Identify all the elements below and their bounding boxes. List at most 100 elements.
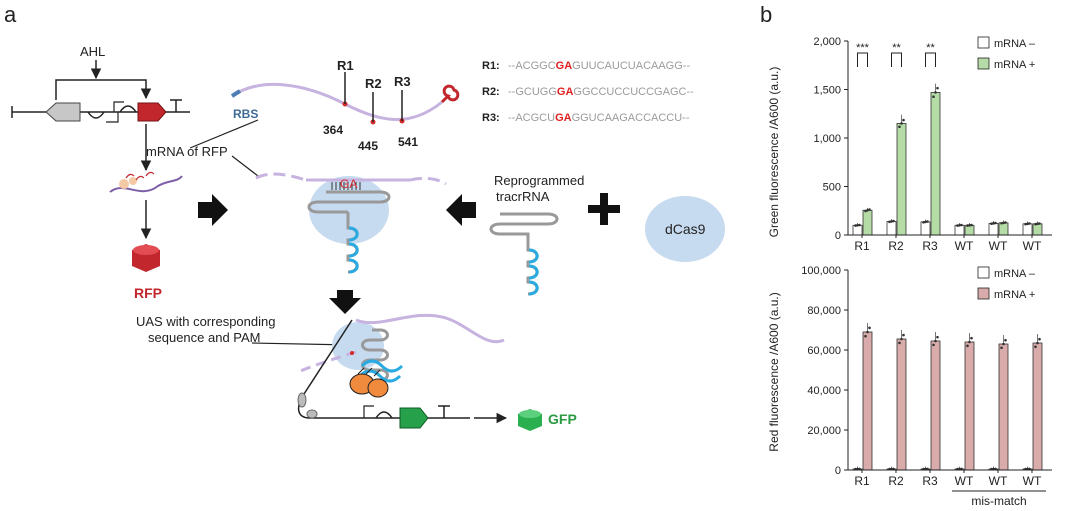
red-data-point (936, 335, 939, 339)
luxr-gene (45, 102, 81, 122)
red-x-tick-label: WT (955, 474, 974, 488)
green-data-point (864, 209, 867, 213)
green-data-point (1026, 222, 1029, 226)
reprogrammed-tracrrna (489, 212, 559, 296)
green-data-point (936, 86, 939, 90)
green-data-point (1034, 222, 1037, 226)
green-chart-legend: mRNA – mRNA + (977, 36, 1036, 71)
green-x-tick-label: WT (955, 239, 974, 253)
red-data-point (1038, 337, 1041, 341)
red-chart: 0 20,000 40,000 60,000 80,000 100,000 R1 R2 R3 WT… (767, 265, 1052, 508)
green-data-point (898, 125, 901, 129)
green-x-tick-label: WT (1023, 239, 1042, 253)
site-r1-label: R1 (337, 58, 354, 73)
promoter-forward (113, 101, 124, 112)
red-data-point (1034, 345, 1037, 349)
green-data-point (968, 224, 971, 227)
green-data-point (1002, 221, 1005, 225)
mrna-strand (230, 72, 460, 125)
mrna-pointer-2 (231, 155, 259, 177)
mismatch-label: mis-match (971, 494, 1026, 508)
green-data-point (924, 220, 927, 224)
rbs-label: RBS (233, 107, 258, 121)
mrna-with-ribosomes (109, 171, 183, 193)
green-data-point (958, 224, 961, 227)
red-bar (964, 341, 975, 471)
green-data-point (868, 208, 871, 211)
gfp-protein (518, 409, 542, 431)
green-y-tick-label: 2,000 (813, 36, 841, 48)
mrna-pointer-1 (189, 119, 259, 149)
red-data-point (966, 344, 969, 348)
site-r2-pos: 445 (358, 139, 378, 153)
green-data-point (992, 222, 995, 225)
green-data-point (890, 220, 893, 223)
green-chart: 0 500 1,000 1,500 2,000 R1 R2 R3 WT WT WT Green fl… (767, 36, 1052, 253)
red-y-tick-label: 20,000 (807, 425, 841, 437)
green-bar (862, 209, 873, 236)
red-data-point (932, 343, 935, 347)
green-data-point (956, 224, 959, 227)
red-data-point (898, 341, 901, 345)
legend-mrna-plus-swatch (977, 57, 990, 70)
rfp-circuit (11, 99, 190, 123)
green-data-point (888, 220, 891, 224)
gfp-circuit (297, 319, 470, 429)
significance-label: ** (892, 42, 901, 54)
red-bar (862, 331, 873, 471)
gfp-gene (399, 407, 429, 429)
significance-bracket (857, 52, 868, 67)
site-r3-label: R3 (394, 74, 411, 89)
red-data-point (864, 334, 867, 338)
green-data-point (922, 220, 925, 224)
red-data-point (970, 336, 973, 340)
red-y-tick-label: 80,000 (807, 305, 841, 317)
legend-red-mrna-minus-label: mRNA – (994, 268, 1036, 280)
tracr-mrna-complex (255, 172, 447, 274)
green-data-point (990, 222, 993, 226)
uas-complex (297, 313, 505, 398)
green-data-point (1000, 221, 1003, 225)
green-x-tick-label: R1 (854, 239, 870, 253)
green-y-tick-label: 500 (823, 182, 841, 194)
red-chart-bars (852, 323, 1043, 471)
red-chart-ylabel: Red fluorescence /A600 (a.u.) (767, 292, 781, 451)
seq-r3: --ACGCUGAGGUCAAGACCACCU-- (508, 112, 690, 124)
rfp-gene (137, 102, 167, 122)
green-bar (964, 224, 975, 236)
green-bar (852, 224, 863, 236)
green-bar (920, 221, 931, 236)
site-r1-pos: 364 (323, 123, 343, 137)
red-x-tick-label: R2 (888, 474, 904, 488)
regulation-loop (55, 79, 152, 100)
plus-sign (588, 193, 620, 225)
panel-b-label: b (760, 2, 772, 27)
green-data-point (970, 223, 973, 227)
red-data-point (1004, 338, 1007, 342)
green-x-tick-label: R3 (922, 239, 938, 253)
green-data-point (892, 219, 895, 223)
green-data-point (866, 208, 869, 212)
green-x-tick-label: WT (989, 239, 1008, 253)
green-data-point (856, 224, 859, 227)
green-bar (896, 123, 907, 236)
promoter-reverse (106, 112, 119, 123)
red-data-point (1002, 342, 1005, 346)
red-data-point (1036, 341, 1039, 345)
green-data-point (926, 220, 929, 223)
green-data-point (960, 223, 963, 227)
seq-r2-label: R2: (482, 86, 500, 98)
red-data-point (866, 330, 869, 334)
red-x-tick-label: WT (1023, 474, 1042, 488)
seq-r2: --GCUGGGAGGCCUCCUCCGAGC-- (508, 86, 694, 98)
red-data-point (934, 339, 937, 343)
red-bar (896, 338, 907, 471)
red-data-point (900, 337, 903, 341)
green-y-tick-label: 1,500 (813, 85, 841, 97)
tracr-label-line1: Reprogrammed (494, 173, 584, 188)
green-bar (954, 224, 965, 236)
rbs-loop-2 (119, 105, 137, 113)
dcas9-label: dCas9 (665, 221, 706, 237)
red-y-tick-label: 40,000 (807, 385, 841, 397)
block-arrow-right (198, 194, 228, 226)
